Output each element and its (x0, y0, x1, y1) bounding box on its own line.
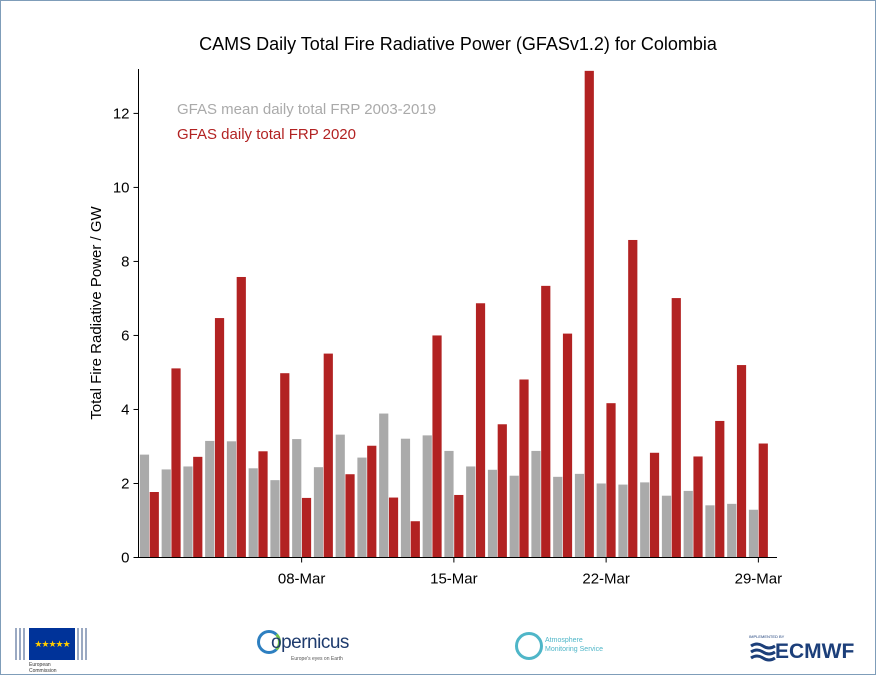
bar-mean-28 (727, 503, 737, 558)
bar-2020-23 (628, 239, 638, 558)
eu-text-1: European (29, 662, 51, 668)
bar-2020-9 (323, 353, 333, 558)
y-tick-label-6: 6 (121, 327, 129, 344)
bar-mean-9 (313, 467, 324, 558)
atmosphere-monitoring-service-logo: Atmosphere Monitoring Service (515, 630, 625, 670)
bar-mean-27 (705, 505, 715, 558)
chart: CAMS Daily Total Fire Radiative Power (G… (88, 34, 783, 588)
y-tick-label-0: 0 (121, 550, 129, 567)
bar-2020-27 (715, 420, 725, 558)
bar-mean-3 (183, 466, 193, 558)
legend-entry-2020: GFAS daily total FRP 2020 (177, 126, 356, 143)
bar-mean-16 (466, 466, 476, 558)
bar-mean-21 (574, 473, 585, 558)
bar-2020-15 (454, 494, 464, 558)
bar-2020-20 (562, 333, 573, 558)
bar-mean-13 (400, 438, 411, 558)
y-tick-label-8: 8 (121, 253, 129, 270)
bar-2020-18 (519, 379, 529, 558)
bar-2020-28 (736, 365, 747, 558)
bar-2020-2 (171, 368, 181, 558)
x-tick-label-15: 15-Mar (430, 571, 478, 588)
bar-mean-5 (226, 441, 237, 558)
ams-line1: Atmosphere (545, 637, 583, 644)
bar-mean-17 (487, 469, 498, 558)
bar-2020-21 (584, 70, 594, 558)
bar-2020-3 (193, 456, 203, 558)
y-tick-label-12: 12 (113, 105, 130, 122)
bar-2020-16 (475, 303, 486, 558)
bar-mean-10 (335, 434, 345, 558)
ecmwf-implemented-by: IMPLEMENTED BY (749, 634, 785, 639)
copernicus-logo: opernicus Europe's eyes on Earth (257, 628, 357, 668)
ecmwf-wave-icon (750, 642, 776, 662)
bar-mean-12 (379, 413, 389, 558)
bar-mean-6 (248, 468, 258, 558)
bar-2020-12 (388, 497, 399, 558)
x-tick-label-8: 08-Mar (278, 571, 326, 588)
ecmwf-name: ECMWF (775, 640, 855, 663)
bar-mean-26 (683, 490, 693, 558)
bar-mean-20 (553, 476, 563, 558)
chart-title: CAMS Daily Total Fire Radiative Power (G… (199, 34, 718, 54)
bar-2020-10 (345, 474, 355, 558)
copernicus-ring-icon (257, 630, 281, 654)
bar-2020-5 (236, 276, 246, 558)
bar-2020-13 (410, 521, 420, 558)
bar-mean-2 (161, 469, 171, 558)
copernicus-tagline: Europe's eyes on Earth (291, 656, 343, 662)
bar-2020-6 (258, 451, 268, 558)
bar-2020-11 (367, 445, 377, 558)
bar-mean-15 (444, 450, 454, 558)
bar-mean-23 (618, 484, 628, 558)
bar-2020-19 (541, 285, 551, 558)
bar-mean-22 (596, 483, 606, 558)
x-ticks: 08-Mar 15-Mar 22-Mar 29-Mar (278, 557, 783, 588)
eu-text: European Commission (29, 662, 57, 674)
legend-entry-mean: GFAS mean daily total FRP 2003-2019 (177, 101, 436, 118)
y-tick-label-2: 2 (121, 475, 129, 492)
bar-2020-17 (497, 424, 507, 558)
ecmwf-logo: IMPLEMENTED BY ECMWF (749, 634, 859, 670)
bar-mean-14 (422, 435, 432, 558)
bar-2020-4 (214, 318, 225, 558)
y-tick-label-4: 4 (121, 401, 129, 418)
eu-text-2: Commission (29, 668, 57, 674)
bars (139, 70, 768, 558)
eu-building-icon-right (77, 628, 89, 660)
bar-mean-7 (270, 480, 280, 558)
bar-mean-19 (531, 450, 541, 558)
y-axis-label: Total Fire Radiative Power / GW (88, 205, 105, 419)
bar-2020-7 (280, 373, 290, 558)
bar-mean-25 (661, 495, 672, 558)
bar-mean-8 (292, 439, 302, 558)
bar-2020-8 (301, 497, 312, 558)
globe-icon (515, 632, 543, 660)
bar-mean-24 (640, 482, 650, 558)
bar-2020-25 (671, 298, 681, 558)
ams-text: Atmosphere Monitoring Service (545, 636, 603, 654)
bar-mean-29 (748, 509, 759, 558)
bar-mean-11 (357, 457, 367, 558)
x-tick-label-29: 29-Mar (735, 571, 783, 588)
bar-2020-29 (758, 443, 768, 558)
x-tick-label-22: 22-Mar (582, 571, 630, 588)
y-tick-label-10: 10 (113, 179, 130, 196)
eu-building-icon (15, 628, 27, 660)
bar-2020-26 (693, 456, 703, 558)
bar-mean-18 (509, 475, 519, 558)
bar-2020-14 (432, 335, 442, 558)
ams-line2: Monitoring Service (545, 646, 603, 653)
copernicus-name: opernicus (271, 632, 349, 653)
bar-2020-24 (649, 452, 660, 558)
footer-logos: ★★★★★ European Commission opernicus Euro… (1, 616, 876, 676)
y-ticks: 0 2 4 6 8 10 12 (113, 105, 139, 567)
eu-flag-icon: ★★★★★ (29, 628, 75, 660)
bar-mean-4 (205, 440, 215, 558)
bar-2020-22 (606, 403, 616, 558)
bar-mean-1 (139, 454, 150, 558)
european-commission-logo: ★★★★★ European Commission (15, 624, 95, 674)
bar-2020-1 (149, 492, 159, 558)
